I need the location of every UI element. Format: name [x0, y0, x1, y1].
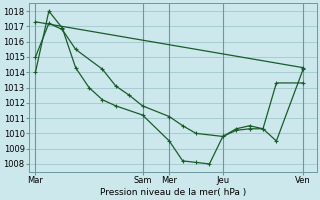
X-axis label: Pression niveau de la mer( hPa ): Pression niveau de la mer( hPa ) [100, 188, 246, 197]
